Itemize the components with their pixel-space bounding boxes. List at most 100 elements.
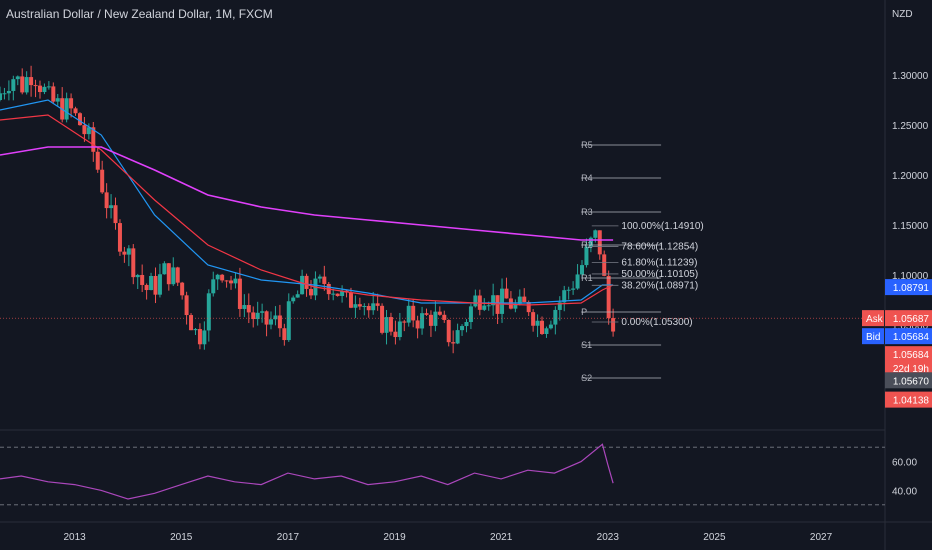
candle-body[interactable]	[126, 248, 131, 255]
candle-body[interactable]	[42, 86, 47, 93]
candle-body[interactable]	[424, 313, 429, 315]
candle-body[interactable]	[415, 320, 420, 329]
candle-body[interactable]	[140, 274, 145, 285]
candle-body[interactable]	[597, 230, 602, 255]
candle-body[interactable]	[95, 151, 100, 170]
candle-body[interactable]	[304, 275, 309, 289]
candle-body[interactable]	[491, 295, 496, 306]
candle-body[interactable]	[197, 329, 202, 345]
candle-body[interactable]	[406, 305, 411, 323]
candle-body[interactable]	[260, 311, 265, 313]
candle-body[interactable]	[566, 289, 571, 291]
candle-body[interactable]	[340, 290, 345, 296]
candle-body[interactable]	[117, 223, 122, 252]
candle-body[interactable]	[420, 313, 425, 329]
candle-body[interactable]	[362, 306, 367, 308]
candle-body[interactable]	[29, 77, 34, 86]
candle-body[interactable]	[557, 302, 562, 310]
candle-body[interactable]	[513, 303, 518, 309]
candle-body[interactable]	[211, 279, 216, 294]
candle-body[interactable]	[135, 274, 140, 278]
candle-body[interactable]	[193, 329, 198, 331]
candle-body[interactable]	[51, 86, 56, 102]
candle-body[interactable]	[224, 280, 229, 282]
candle-body[interactable]	[295, 294, 300, 298]
candle-body[interactable]	[464, 322, 469, 327]
symbol-title[interactable]: Australian Dollar / New Zealand Dollar, …	[6, 7, 273, 21]
candle-body[interactable]	[544, 328, 549, 334]
candle-body[interactable]	[233, 278, 238, 284]
candle-body[interactable]	[535, 320, 540, 326]
candle-body[interactable]	[2, 93, 7, 95]
candle-body[interactable]	[375, 303, 380, 306]
candle-body[interactable]	[82, 125, 87, 135]
candle-body[interactable]	[317, 276, 322, 279]
candle-body[interactable]	[15, 76, 20, 80]
candle-body[interactable]	[366, 306, 371, 311]
candle-body[interactable]	[175, 267, 180, 283]
candle-body[interactable]	[606, 275, 611, 319]
candle-body[interactable]	[229, 280, 234, 284]
candle-body[interactable]	[517, 296, 522, 304]
candle-body[interactable]	[357, 304, 362, 307]
rsi-line[interactable]	[0, 443, 614, 500]
candle-body[interactable]	[122, 251, 127, 255]
candle-body[interactable]	[37, 85, 42, 93]
candle-body[interactable]	[504, 288, 509, 299]
candle-body[interactable]	[91, 127, 96, 152]
candle-body[interactable]	[433, 311, 438, 326]
candle-body[interactable]	[46, 86, 51, 88]
candle-body[interactable]	[166, 263, 171, 285]
candle-body[interactable]	[500, 288, 505, 314]
candle-body[interactable]	[495, 295, 500, 314]
candle-body[interactable]	[171, 267, 176, 285]
candle-body[interactable]	[402, 321, 407, 323]
candle-body[interactable]	[580, 265, 585, 275]
candle-body[interactable]	[113, 205, 118, 224]
candle-body[interactable]	[255, 312, 260, 320]
candle-body[interactable]	[24, 77, 29, 93]
candle-body[interactable]	[308, 288, 313, 296]
candle-body[interactable]	[442, 314, 447, 320]
ma-fast-line[interactable]	[0, 99, 614, 304]
candle-body[interactable]	[104, 192, 109, 209]
candle-body[interactable]	[180, 282, 185, 296]
candle-body[interactable]	[446, 319, 451, 343]
candle-body[interactable]	[64, 98, 69, 120]
candle-body[interactable]	[282, 328, 287, 341]
candle-body[interactable]	[588, 237, 593, 247]
candle-body[interactable]	[437, 311, 442, 315]
candle-body[interactable]	[273, 315, 278, 320]
candle-body[interactable]	[353, 304, 358, 308]
candle-body[interactable]	[77, 113, 82, 126]
candle-body[interactable]	[109, 205, 114, 209]
candle-body[interactable]	[388, 317, 393, 332]
candle-body[interactable]	[144, 284, 149, 291]
candle-body[interactable]	[380, 305, 385, 333]
candle-body[interactable]	[540, 320, 545, 334]
candle-body[interactable]	[300, 275, 305, 295]
candle-body[interactable]	[162, 263, 167, 275]
candle-body[interactable]	[206, 293, 211, 331]
candle-body[interactable]	[73, 108, 78, 114]
ma-mid-line[interactable]	[0, 114, 614, 306]
candle-body[interactable]	[131, 248, 136, 278]
candle-body[interactable]	[291, 297, 296, 302]
candle-body[interactable]	[460, 326, 465, 331]
candle-body[interactable]	[482, 305, 487, 310]
candle-body[interactable]	[264, 311, 269, 325]
candle-body[interactable]	[242, 305, 247, 309]
candle-body[interactable]	[348, 292, 353, 308]
candle-body[interactable]	[531, 312, 536, 326]
candle-body[interactable]	[562, 290, 567, 303]
candle-body[interactable]	[393, 331, 398, 338]
candle-body[interactable]	[20, 76, 25, 93]
candle-body[interactable]	[593, 230, 598, 238]
candle-body[interactable]	[575, 274, 580, 289]
candle-body[interactable]	[33, 85, 38, 87]
candle-body[interactable]	[6, 90, 11, 94]
candle-body[interactable]	[411, 305, 416, 321]
candle-body[interactable]	[428, 314, 433, 326]
candle-body[interactable]	[468, 306, 473, 323]
candle-body[interactable]	[237, 278, 242, 309]
